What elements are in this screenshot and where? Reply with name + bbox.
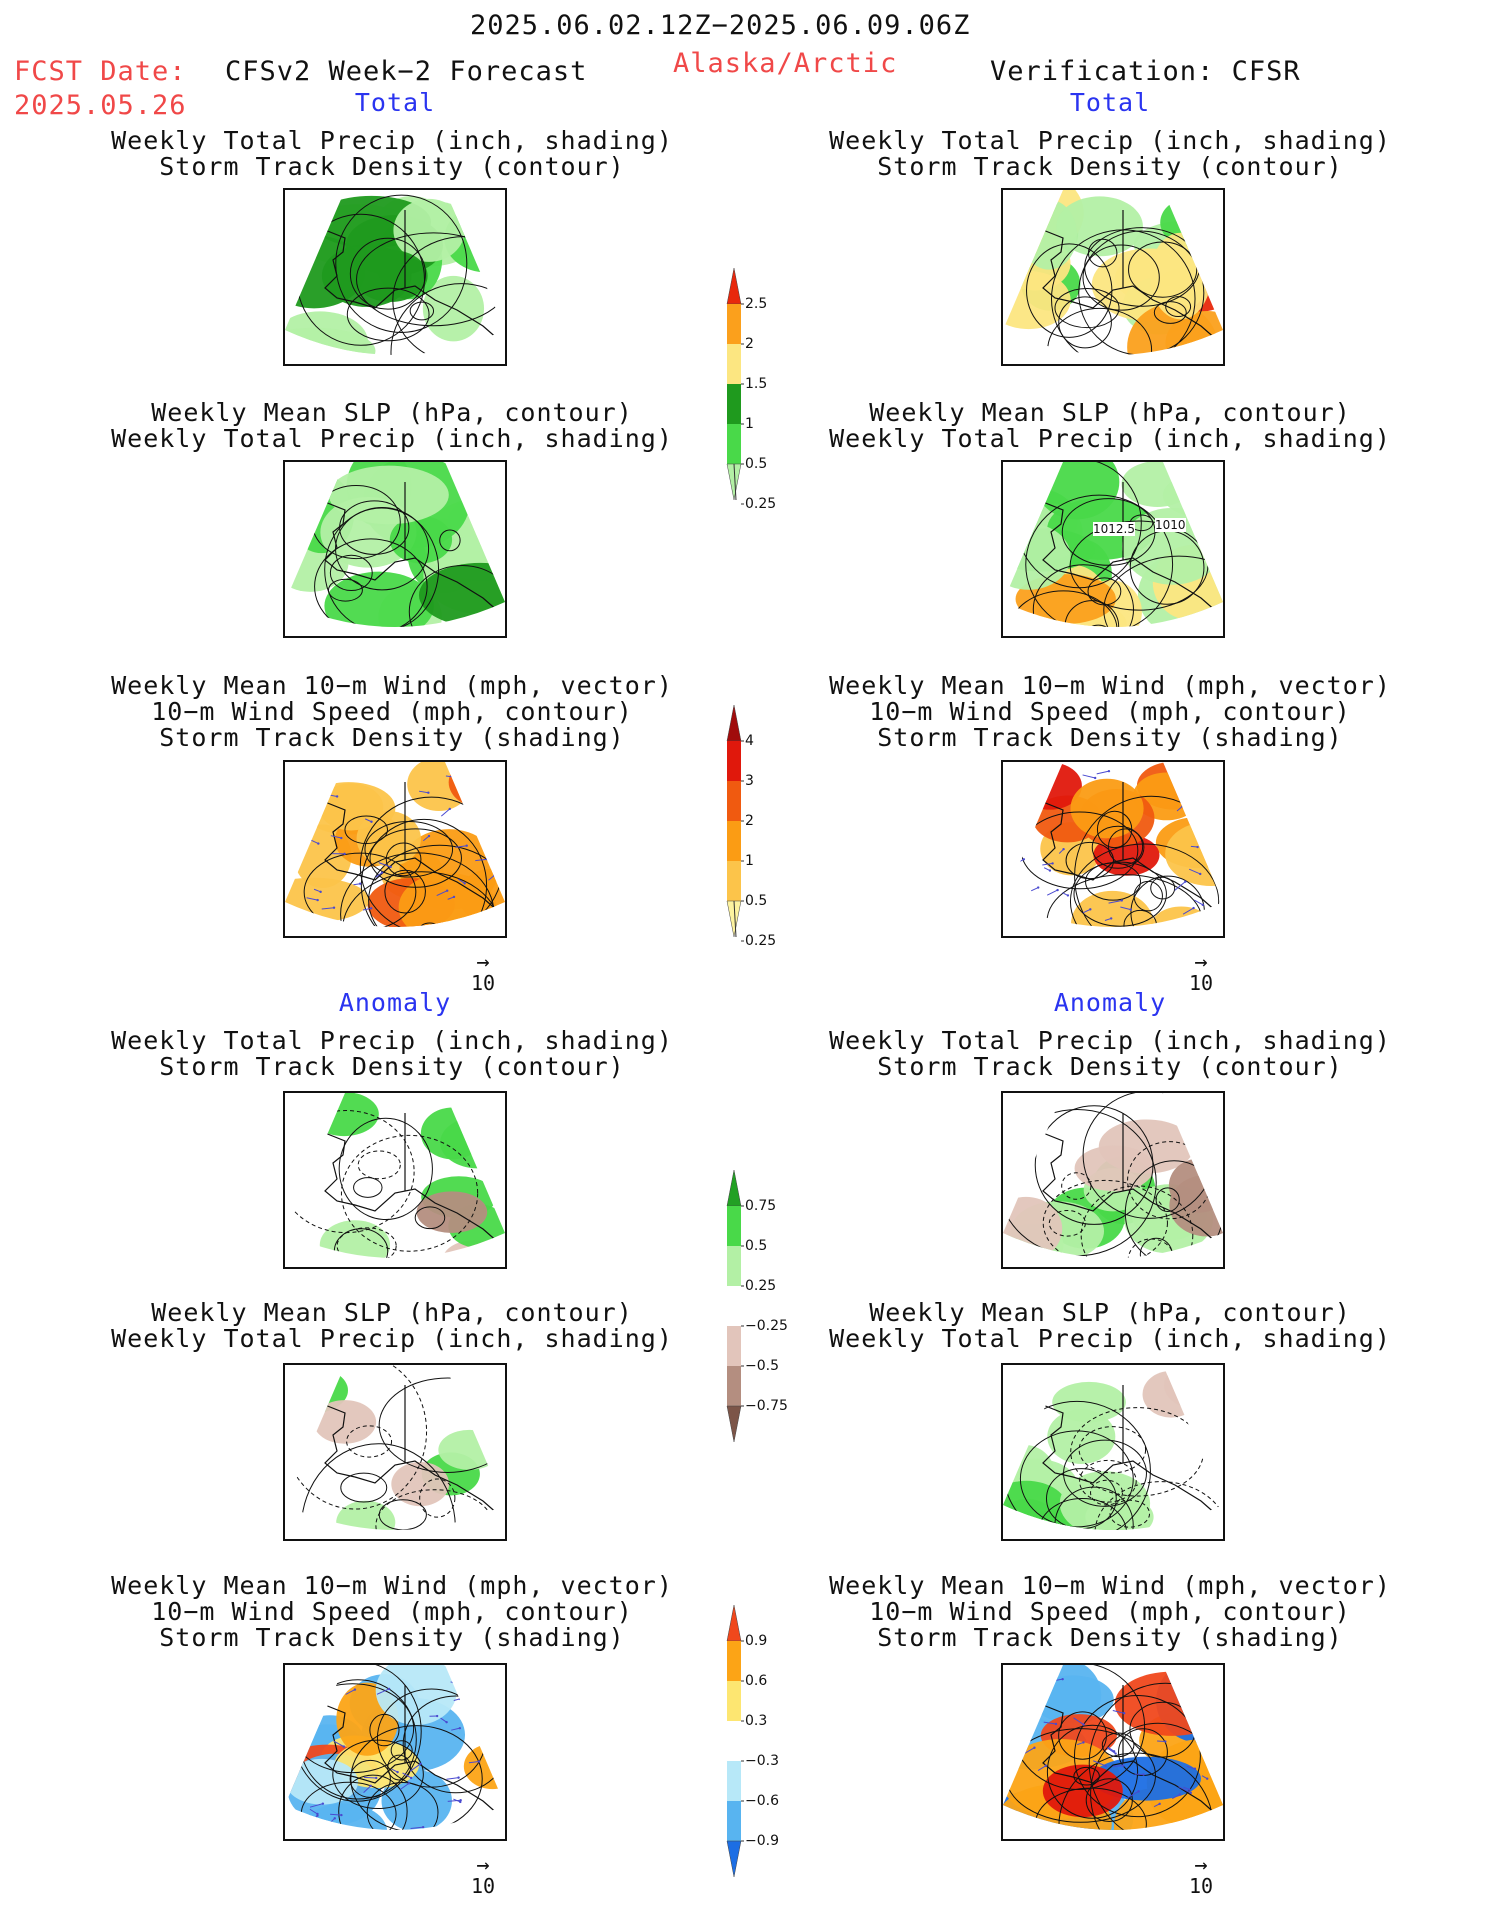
title-precip-storm-anom-verif: Weekly Total Precip (inch, shading) Storm… bbox=[829, 1026, 1391, 1081]
title-wind-storm-anom-verif: Weekly Mean 10−m Wind (mph, vector) 10−m … bbox=[829, 1571, 1391, 1652]
title-wind-storm-total-verif: Weekly Mean 10−m Wind (mph, vector) 10−m … bbox=[829, 671, 1391, 752]
fcst-date: 2025.05.26 bbox=[14, 90, 187, 121]
map-precip-storm-anom-verif bbox=[1001, 1091, 1225, 1269]
map-precip-storm-anom-fcst bbox=[283, 1091, 507, 1269]
colorbar-tick-label: 1.5 bbox=[745, 376, 768, 392]
map-graphic bbox=[1013, 762, 1223, 927]
colorbar-tick-label: 0.9 bbox=[745, 1633, 768, 1649]
map-graphic bbox=[285, 1665, 505, 1830]
map-wind-storm-anom-verif bbox=[1001, 1663, 1225, 1841]
map-graphic bbox=[1003, 190, 1223, 355]
colorbar-graphic bbox=[726, 268, 744, 505]
map-wind-storm-anom-fcst bbox=[283, 1663, 507, 1841]
section-anomaly-right: Anomaly bbox=[1053, 988, 1167, 1017]
section-total-right: Total bbox=[1069, 88, 1151, 117]
map-wind-storm-total-verif bbox=[1001, 760, 1225, 938]
colorbar-tick-label: −0.9 bbox=[745, 1833, 779, 1849]
verification-title: Verification: CFSR bbox=[990, 56, 1301, 87]
map-graphic bbox=[285, 762, 505, 927]
map-graphic bbox=[1003, 462, 1223, 627]
colorbar-tick-label: 0.25 bbox=[745, 1278, 777, 1294]
scale-arrow-icon: → bbox=[476, 1853, 490, 1878]
map-precip-storm-total-fcst bbox=[283, 188, 507, 366]
map-slp-precip-total-verif: 1012.5 1010 bbox=[1001, 460, 1225, 638]
colorbar-tick-label: 0.75 bbox=[745, 1198, 777, 1214]
map-precip-storm-total-verif bbox=[1001, 188, 1225, 366]
contour-label-1010: 1010 bbox=[1155, 518, 1186, 532]
vector-scale-anom-verif: → 10 bbox=[1181, 1853, 1221, 1899]
map-slp-precip-total-fcst bbox=[283, 460, 507, 638]
title-wind-storm-anom-fcst: Weekly Mean 10−m Wind (mph, vector) 10−m … bbox=[111, 1571, 673, 1652]
colorbar-tick-label: 2 bbox=[745, 336, 754, 352]
colorbar-tick-label: 3 bbox=[745, 773, 754, 789]
title-slp-precip-total-fcst: Weekly Mean SLP (hPa, contour) Weekly Tot… bbox=[111, 398, 673, 453]
colorbar-tick-label: 0.6 bbox=[745, 1673, 768, 1689]
vector-scale-total-fcst: → 10 bbox=[463, 950, 503, 996]
colorbar-graphic bbox=[726, 1170, 744, 1443]
colorbar-tick-label: −0.25 bbox=[745, 1318, 788, 1334]
colorbar-tick-label: −0.5 bbox=[745, 1358, 779, 1374]
colorbar-tick-label: −0.6 bbox=[745, 1793, 779, 1809]
scale-arrow-icon: → bbox=[476, 950, 490, 975]
title-wind-storm-total-fcst: Weekly Mean 10−m Wind (mph, vector) 10−m … bbox=[111, 671, 673, 752]
vector-scale-total-verif: → 10 bbox=[1181, 950, 1221, 996]
section-anomaly-left: Anomaly bbox=[338, 988, 452, 1017]
vector-scale-anom-fcst: → 10 bbox=[463, 1853, 503, 1899]
map-graphic bbox=[1003, 1365, 1223, 1530]
title-precip-storm-total-verif: Weekly Total Precip (inch, shading) Storm… bbox=[829, 126, 1391, 181]
colorbar-tick-label: 4 bbox=[745, 733, 754, 749]
colorbar-graphic bbox=[726, 1605, 744, 1878]
title-slp-precip-total-verif: Weekly Mean SLP (hPa, contour) Weekly Tot… bbox=[829, 398, 1391, 453]
colorbar-storm-anom: 0.9 0.6 0.3 −0.3 −0.6 −0.9 bbox=[715, 1605, 805, 1893]
colorbar-storm-total: 4 3 2 1 0.5 0.25 bbox=[715, 705, 805, 993]
colorbar-precip-anom: 0.75 0.5 0.25 −0.25 −0.5 −0.75 bbox=[715, 1170, 805, 1458]
colorbar-tick-label: 0.3 bbox=[745, 1713, 768, 1729]
colorbar-tick-label: 1 bbox=[745, 853, 754, 869]
map-graphic bbox=[285, 194, 505, 355]
colorbar-graphic bbox=[726, 705, 744, 942]
title-precip-storm-total-fcst: Weekly Total Precip (inch, shading) Storm… bbox=[111, 126, 673, 181]
title-slp-precip-anom-fcst: Weekly Mean SLP (hPa, contour) Weekly Tot… bbox=[111, 1298, 673, 1353]
valid-period: 2025.06.02.12Z−2025.06.09.06Z bbox=[470, 10, 971, 41]
colorbar-tick-label: 0.25 bbox=[745, 933, 777, 949]
model-title: CFSv2 Week−2 Forecast bbox=[225, 56, 588, 87]
fcst-date-label: FCST Date: bbox=[14, 56, 187, 87]
map-slp-precip-anom-verif bbox=[1001, 1363, 1225, 1541]
map-graphic bbox=[285, 462, 505, 627]
colorbar-tick-label: −0.75 bbox=[745, 1398, 788, 1414]
map-wind-storm-total-fcst bbox=[283, 760, 507, 938]
colorbar-tick-label: 0.5 bbox=[745, 893, 768, 909]
colorbar-precip-total: 2.5 2 1.5 1 0.5 0.25 bbox=[715, 268, 805, 556]
section-total-left: Total bbox=[354, 88, 436, 117]
title-slp-precip-anom-verif: Weekly Mean SLP (hPa, contour) Weekly Tot… bbox=[829, 1298, 1391, 1353]
region-title: Alaska/Arctic bbox=[673, 48, 898, 79]
contour-label-1012: 1012.5 bbox=[1093, 522, 1135, 536]
map-graphic bbox=[285, 1093, 505, 1258]
map-graphic bbox=[1003, 1665, 1223, 1830]
colorbar-tick-label: −0.3 bbox=[745, 1753, 779, 1769]
scale-arrow-icon: → bbox=[1194, 950, 1208, 975]
scale-arrow-icon: → bbox=[1194, 1853, 1208, 1878]
colorbar-tick-label: 0.5 bbox=[745, 456, 768, 472]
colorbar-tick-label: 0.25 bbox=[745, 496, 777, 512]
colorbar-tick-label: 1 bbox=[745, 416, 754, 432]
colorbar-tick-label: 2 bbox=[745, 813, 754, 829]
map-graphic bbox=[285, 1365, 505, 1530]
colorbar-tick-label: 0.5 bbox=[745, 1238, 768, 1254]
map-graphic bbox=[1003, 1093, 1223, 1258]
map-slp-precip-anom-fcst bbox=[283, 1363, 507, 1541]
title-precip-storm-anom-fcst: Weekly Total Precip (inch, shading) Storm… bbox=[111, 1026, 673, 1081]
colorbar-tick-label: 2.5 bbox=[745, 296, 768, 312]
